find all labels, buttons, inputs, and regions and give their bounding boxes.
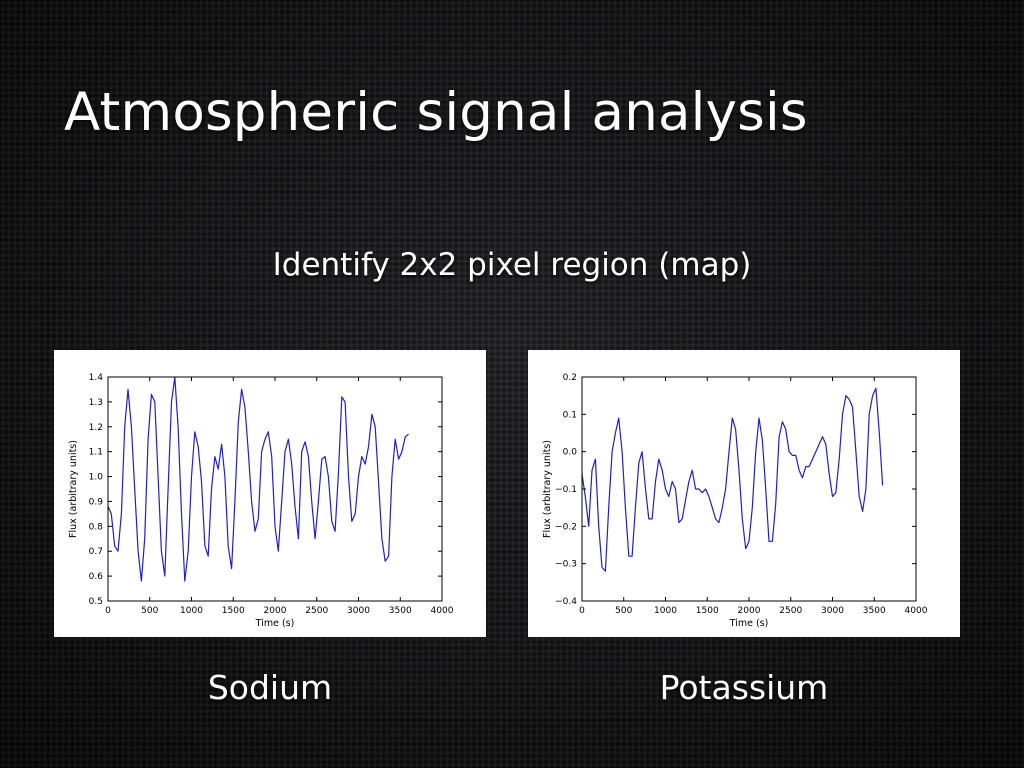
y-tick-label: 1.1 xyxy=(89,448,103,458)
x-tick-label: 1500 xyxy=(222,606,245,616)
x-tick-label: 2000 xyxy=(738,606,761,616)
potassium-chart-panel: 0 500 1000 1500 2000 2500 3000 3500 4000 −0.4 −0.3… xyxy=(528,350,960,637)
potassium-chart: 0 500 1000 1500 2000 2500 3000 3500 4000 −0.4 −0.3… xyxy=(542,373,928,629)
potassium-caption: Potassium xyxy=(659,668,829,707)
x-tick-label: 4000 xyxy=(431,606,454,616)
x-tick-label: 3500 xyxy=(863,606,886,616)
y-tick-label: 0.6 xyxy=(89,572,104,582)
y-tick-label: 0.5 xyxy=(89,597,103,607)
y-tick-label: 1.4 xyxy=(89,373,104,383)
y-tick-label: −0.4 xyxy=(555,597,577,607)
y-tick-label: −0.3 xyxy=(555,560,577,570)
y-axis-label: Flux (arbitrary units) xyxy=(68,440,79,538)
x-axis-label: Time (s) xyxy=(255,618,295,629)
x-tick-label: 1000 xyxy=(654,606,677,616)
y-tick-label: −0.1 xyxy=(555,485,577,495)
x-tick-label: 3500 xyxy=(389,606,412,616)
sodium-chart-panel: 0 500 1000 1500 2000 2500 3000 3500 4000 0.5 0.6 0.… xyxy=(54,350,486,637)
x-tick-label: 0 xyxy=(105,606,111,616)
x-tick-label: 4000 xyxy=(905,606,928,616)
x-tick-label: 3000 xyxy=(821,606,844,616)
y-tick-label: 1.3 xyxy=(89,398,103,408)
x-tick-label: 2500 xyxy=(305,606,328,616)
y-tick-label: 0.8 xyxy=(89,522,104,532)
y-tick-label: 0.1 xyxy=(563,410,577,420)
x-tick-label: 3000 xyxy=(347,606,370,616)
x-tick-label: 2500 xyxy=(779,606,802,616)
y-axis-label: Flux (arbitrary units) xyxy=(542,440,553,538)
y-tick-label: 1.2 xyxy=(89,423,103,433)
slide-subtitle: Identify 2x2 pixel region (map) xyxy=(272,247,752,283)
y-tick-label: 0.0 xyxy=(563,448,578,458)
y-tick-label: 0.7 xyxy=(89,547,103,557)
sodium-caption: Sodium xyxy=(207,668,333,707)
x-tick-label: 500 xyxy=(141,606,158,616)
y-tick-label: 1.0 xyxy=(89,473,104,483)
y-tick-label: 0.9 xyxy=(89,497,104,507)
x-tick-label: 0 xyxy=(579,606,585,616)
series-line xyxy=(107,376,409,582)
y-tick-label: −0.2 xyxy=(555,522,577,532)
x-tick-label: 1000 xyxy=(180,606,203,616)
x-axis-label: Time (s) xyxy=(729,618,769,629)
x-tick-label: 500 xyxy=(615,606,632,616)
x-tick-label: 2000 xyxy=(264,606,287,616)
x-tick-label: 1500 xyxy=(696,606,719,616)
slide-title: Atmospheric signal analysis xyxy=(64,82,808,143)
y-tick-label: 0.2 xyxy=(563,373,577,383)
sodium-chart: 0 500 1000 1500 2000 2500 3000 3500 4000 0.5 0.6 0.… xyxy=(68,373,454,629)
series-line xyxy=(581,387,884,572)
